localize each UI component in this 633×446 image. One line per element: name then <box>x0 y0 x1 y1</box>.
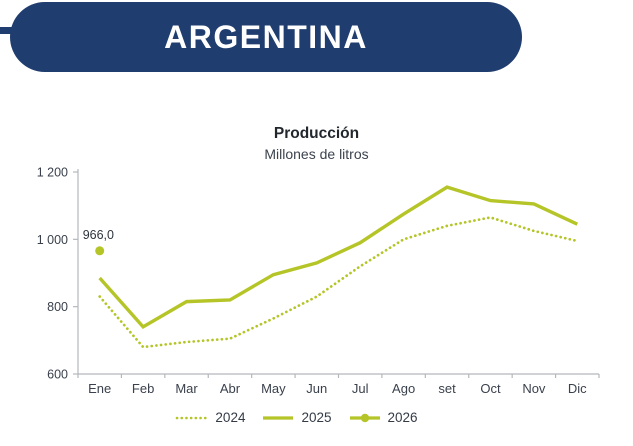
series-marker-2026 <box>95 246 105 256</box>
legend-label-2026: 2026 <box>387 410 418 425</box>
axes <box>73 169 600 378</box>
svg-text:Dic: Dic <box>568 381 587 396</box>
chart-subtitle: Millones de litros <box>264 146 369 162</box>
banner-left-tab <box>0 27 14 34</box>
svg-text:Jul: Jul <box>352 381 369 396</box>
legend-label-2024: 2024 <box>215 410 246 425</box>
svg-text:Mar: Mar <box>175 381 198 396</box>
chart-title: Producción <box>273 125 360 142</box>
svg-text:set: set <box>438 381 456 396</box>
series-line-2024 <box>98 216 579 349</box>
svg-text:Jun: Jun <box>306 381 327 396</box>
chart-legend: 2024 2025 2026 <box>0 410 593 425</box>
svg-text:800: 800 <box>47 300 68 314</box>
svg-text:Ago: Ago <box>392 381 415 396</box>
legend-item-2025: 2025 <box>261 410 332 425</box>
svg-text:600: 600 <box>47 368 68 382</box>
legend-swatch-marker <box>349 413 380 422</box>
legend-item-2024: 2024 <box>175 410 245 425</box>
svg-text:Nov: Nov <box>522 381 546 396</box>
legend-swatch-solid <box>263 415 294 420</box>
svg-text:Oct: Oct <box>480 381 501 396</box>
svg-text:1 200: 1 200 <box>37 166 68 180</box>
legend-item-2026: 2026 <box>348 410 418 425</box>
country-title: ARGENTINA <box>164 18 368 55</box>
data-label-2026: 966,0 <box>83 228 114 242</box>
svg-text:Feb: Feb <box>132 381 154 396</box>
legend-swatch-dotted <box>176 416 209 419</box>
country-banner: ARGENTINA <box>10 2 522 72</box>
svg-text:May: May <box>261 381 286 396</box>
svg-text:Ene: Ene <box>88 381 111 396</box>
x-tick-labels: Ene Feb Mar Abr May Jun Jul Ago set Oct Nov Dic <box>88 381 587 396</box>
svg-text:1 000: 1 000 <box>37 233 68 247</box>
y-tick-labels: 600 800 1 000 1 200 <box>37 166 68 382</box>
legend-label-2025: 2025 <box>301 410 332 425</box>
svg-text:Abr: Abr <box>220 381 241 396</box>
series-line-2025 <box>98 185 579 330</box>
